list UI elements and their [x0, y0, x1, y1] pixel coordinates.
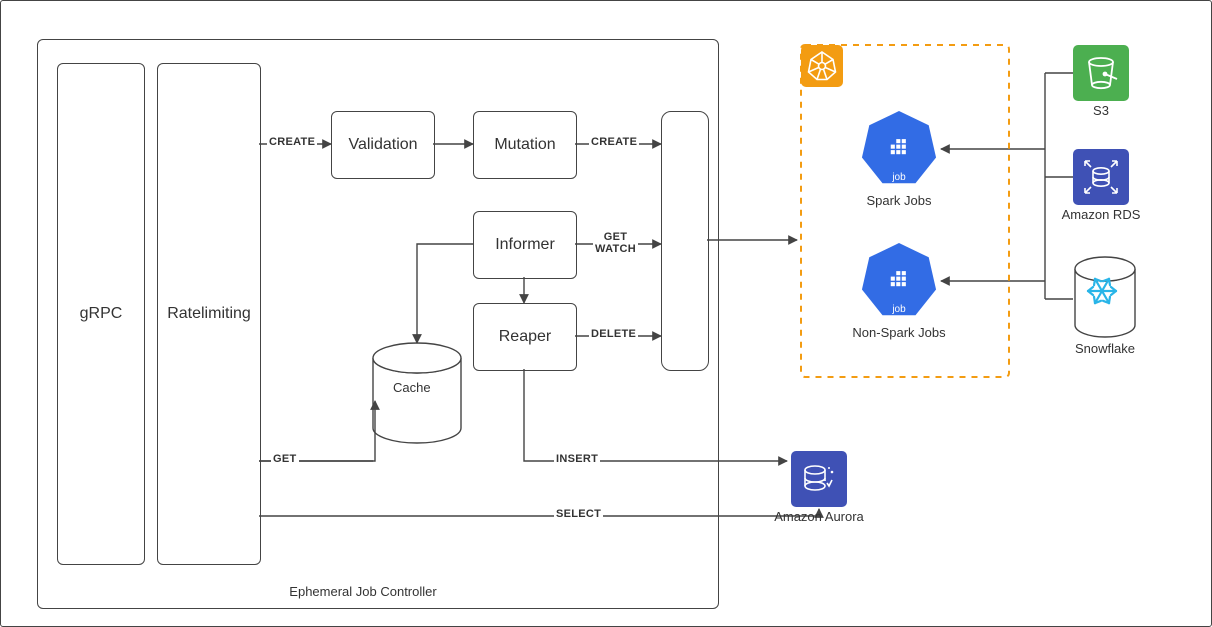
edge-label-get-watch-l1: GET [604, 231, 628, 243]
kubernetes-badge-icon [801, 45, 843, 87]
edge-label-insert: INSERT [554, 453, 600, 465]
edge-label-create-right: CREATE [589, 136, 639, 148]
svg-text:job: job [891, 172, 906, 183]
edge-label-get-watch: GET WATCH [593, 232, 638, 255]
snowflake-label: Snowflake [1055, 341, 1155, 356]
edge-label-create-left: CREATE [267, 136, 317, 148]
edge-label-select: SELECT [554, 508, 603, 520]
spark-jobs-icon: job [855, 105, 943, 193]
amazon-rds-label: Amazon RDS [1041, 207, 1161, 222]
edge-label-get-watch-l2: WATCH [595, 243, 636, 255]
s3-icon [1073, 45, 1129, 101]
non-spark-jobs-icon: job [855, 237, 943, 325]
s3-label: S3 [1061, 103, 1141, 118]
spark-jobs-label: Spark Jobs [839, 193, 959, 208]
non-spark-jobs-label: Non-Spark Jobs [829, 325, 969, 340]
edge-label-delete: DELETE [589, 328, 638, 340]
edge-label-get: GET [271, 453, 299, 465]
amazon-aurora-label: Amazon Aurora [759, 509, 879, 524]
amazon-aurora-icon [791, 451, 847, 507]
edges-layer [1, 1, 1212, 627]
amazon-rds-icon [1073, 149, 1129, 205]
snowflake-icon [1082, 271, 1122, 311]
svg-text:job: job [891, 304, 906, 315]
